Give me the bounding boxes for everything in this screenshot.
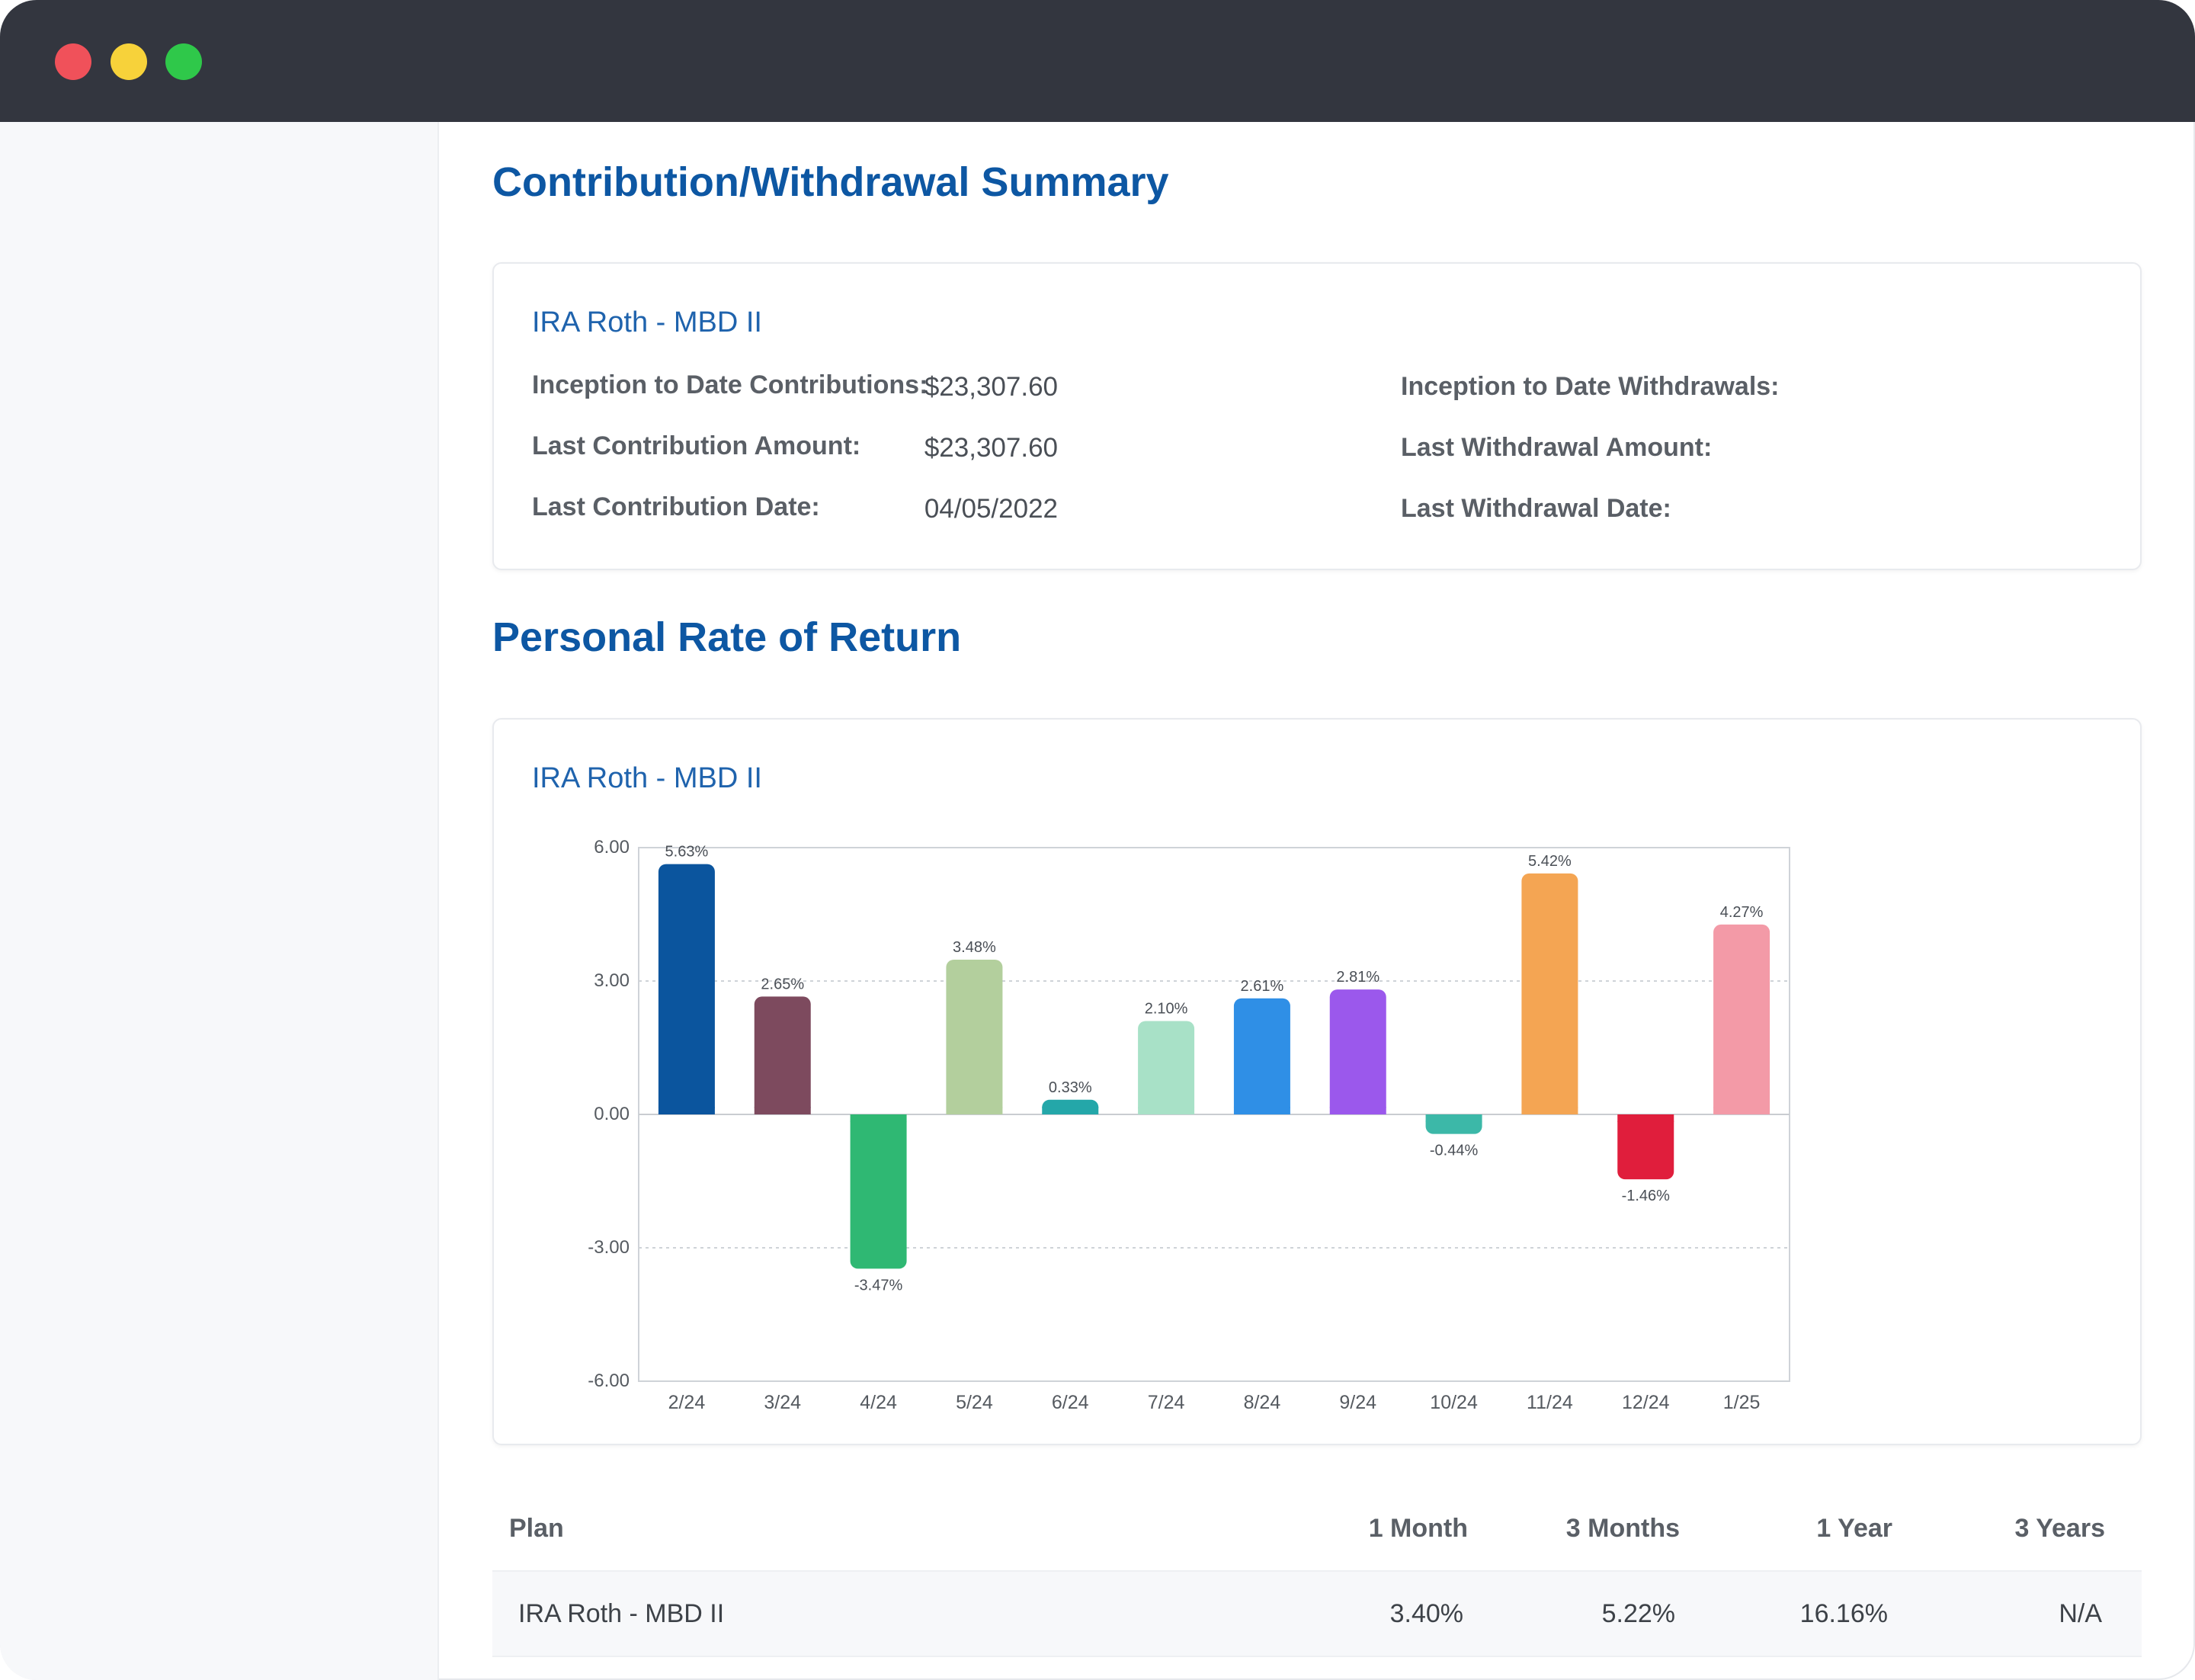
data-label: -1.46% (1622, 1188, 1671, 1204)
contribution-label: Inception to Date Contributions: (532, 370, 928, 399)
bar-base (1042, 1107, 1099, 1114)
y-tick-label: 0.00 (594, 1104, 630, 1124)
sidebar (0, 122, 439, 1680)
bar-base (1329, 1107, 1386, 1114)
last-contribution-date-value: 04/05/2022 (924, 494, 1058, 524)
bar-base (1521, 1107, 1578, 1114)
rate-of-return-chart: 6.00 3.00 0.00 -3.00 -6.00 5.63% 2/24 2.65% 3/24… (588, 837, 1790, 1413)
bar (850, 1114, 907, 1269)
maximize-window-button[interactable] (165, 43, 202, 80)
x-tick-label: 11/24 (1527, 1392, 1573, 1413)
bar-base (850, 1114, 907, 1122)
last-contribution-amount-label: Last Contribution Amount: (532, 431, 861, 460)
data-label: -0.44% (1430, 1143, 1479, 1159)
data-label: 5.42% (1528, 853, 1572, 870)
header-3-months: 3 Months (1565, 1514, 1680, 1543)
data-label: 3.48% (953, 939, 996, 956)
header-plan: Plan (509, 1514, 564, 1543)
x-tick-label: 10/24 (1430, 1392, 1478, 1413)
bar (1521, 873, 1578, 1114)
main-content: Contribution/Withdrawal Summary IRA Roth… (439, 122, 2195, 1680)
cell-3-years: N/A (2059, 1599, 2102, 1628)
data-label: 5.63% (665, 844, 709, 861)
returns-card: IRA Roth - MBD II 6.00 3.00 0.00 -3.00 -6.00… (492, 718, 2142, 1445)
bar (1713, 924, 1770, 1114)
x-tick-label: 12/24 (1622, 1392, 1670, 1413)
x-tick-label: 2/24 (668, 1392, 706, 1413)
bar (1138, 1021, 1195, 1114)
contribution-value: $23,307.60 (924, 372, 1058, 402)
bar-base (946, 1107, 1003, 1114)
x-tick-label: 5/24 (956, 1392, 993, 1413)
header-1-year: 1 Year (1816, 1514, 1892, 1543)
header-3-years: 3 Years (2014, 1514, 2105, 1543)
x-tick-label: 9/24 (1339, 1392, 1376, 1413)
bar-base (658, 1107, 715, 1114)
title-bar (0, 0, 2195, 122)
minimize-window-button[interactable] (111, 43, 147, 80)
summary-card: IRA Roth - MBD II Inception to Date Cont… (492, 262, 2142, 570)
x-tick-label: 6/24 (1052, 1392, 1089, 1413)
x-tick-label: 1/25 (1723, 1392, 1761, 1413)
data-label: 2.61% (1241, 978, 1284, 995)
bar-base (1233, 1107, 1290, 1114)
summary-card-title: IRA Roth - MBD II (532, 306, 762, 338)
data-label: 2.65% (761, 976, 804, 992)
summary-section-title: Contribution/Withdrawal Summary (492, 159, 1169, 205)
x-tick-label: 8/24 (1244, 1392, 1281, 1413)
header-1-month: 1 Month (1368, 1514, 1468, 1543)
bar (1329, 989, 1386, 1114)
y-tick-label: -6.00 (588, 1371, 630, 1391)
bar-base (1617, 1114, 1674, 1122)
cell-1-month: 3.40% (1389, 1599, 1463, 1628)
data-label: 2.10% (1145, 1001, 1188, 1018)
data-label: 2.81% (1336, 969, 1379, 986)
data-label: -3.47% (854, 1277, 903, 1294)
cell-1-year: 16.16% (1799, 1599, 1888, 1628)
bar-base (1138, 1107, 1195, 1114)
data-label: 0.33% (1049, 1079, 1092, 1096)
last-contribution-date-label: Last Contribution Date: (532, 492, 820, 521)
bar-base (754, 1107, 811, 1114)
x-tick-label: 7/24 (1148, 1392, 1185, 1413)
bar (1617, 1114, 1674, 1180)
bar-base (1713, 1107, 1770, 1114)
y-tick-label: -3.00 (588, 1237, 630, 1258)
performance-header-row: Plan 1 Month 3 Months 1 Year 3 Years (492, 1486, 2142, 1570)
returns-section-title: Personal Rate of Return (492, 614, 962, 660)
last-withdrawal-amount-label: Last Withdrawal Amount: (1401, 433, 1713, 462)
bar (658, 864, 715, 1114)
cell-3-months: 5.22% (1601, 1599, 1675, 1628)
bar (1233, 998, 1290, 1114)
performance-table: Plan 1 Month 3 Months 1 Year 3 Years IRA… (492, 1486, 2142, 1657)
table-row: IRA Roth - MBD II 3.40% 5.22% 16.16% N/A (492, 1570, 2142, 1657)
y-tick-label: 3.00 (594, 970, 630, 991)
withdrawal-label: Inception to Date Withdrawals: (1401, 372, 1780, 401)
last-contribution-amount-value: $23,307.60 (924, 433, 1058, 463)
bar (946, 960, 1003, 1114)
y-tick-label: 6.00 (594, 837, 630, 858)
bar-base (1425, 1114, 1482, 1122)
x-tick-label: 3/24 (764, 1392, 801, 1413)
bar (754, 996, 811, 1114)
data-label: 4.27% (1720, 904, 1764, 921)
returns-card-title: IRA Roth - MBD II (532, 762, 762, 794)
cell-plan: IRA Roth - MBD II (518, 1599, 725, 1628)
x-tick-label: 4/24 (860, 1392, 897, 1413)
last-withdrawal-date-label: Last Withdrawal Date: (1401, 494, 1671, 523)
close-window-button[interactable] (55, 43, 91, 80)
